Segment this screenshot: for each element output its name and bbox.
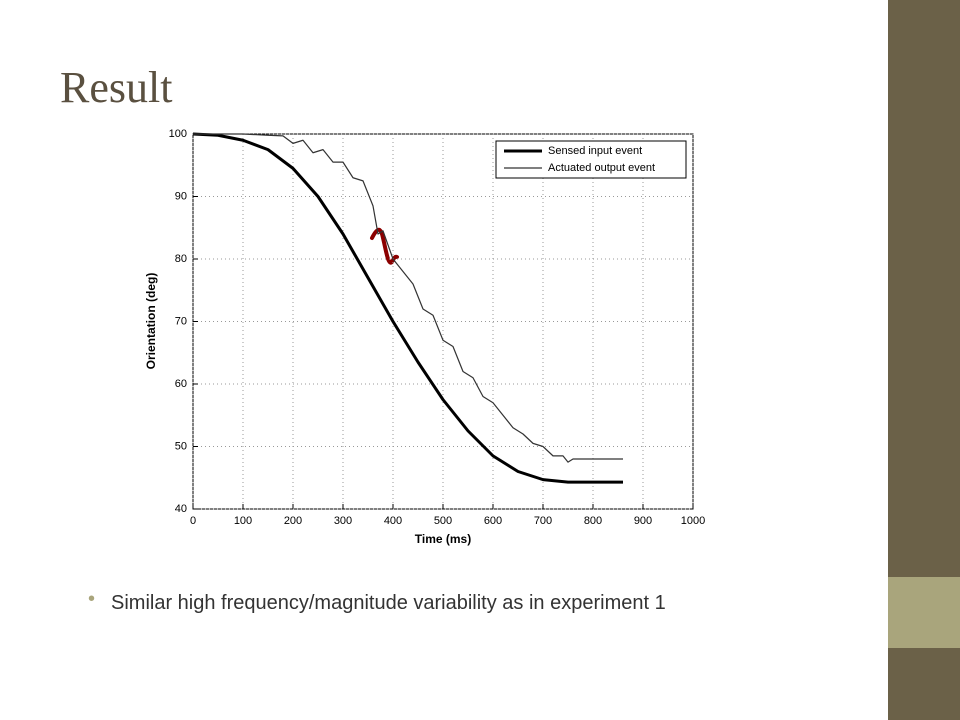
- y-axis-label: Orientation (deg): [144, 273, 158, 370]
- bullet-text: Similar high frequency/magnitude variabi…: [111, 592, 666, 614]
- series-line: [192, 132, 623, 484]
- y-tick-label: 50: [175, 440, 187, 452]
- x-tick-label: 500: [434, 515, 452, 527]
- y-tick-label: 100: [169, 128, 187, 140]
- y-tick-label: 40: [175, 503, 187, 515]
- x-tick-label: 0: [190, 515, 196, 527]
- legend-label: Sensed input event: [548, 145, 642, 157]
- x-tick-label: 300: [334, 515, 352, 527]
- x-axis-label: Time (ms): [415, 532, 471, 546]
- y-tick-label: 60: [175, 378, 187, 390]
- x-tick-label: 700: [534, 515, 552, 527]
- slide-title: Result: [60, 63, 172, 112]
- y-tick-label: 80: [175, 253, 187, 265]
- x-tick-label: 200: [284, 515, 302, 527]
- x-tick-label: 800: [584, 515, 602, 527]
- x-tick-label: 100: [234, 515, 252, 527]
- x-tick-label: 900: [634, 515, 652, 527]
- x-tick-label: 1000: [681, 515, 705, 527]
- x-tick-label: 600: [484, 515, 502, 527]
- legend-label: Actuated output event: [548, 162, 655, 174]
- legend-box: [495, 140, 687, 179]
- x-tick-label: 400: [384, 515, 402, 527]
- y-tick-label: 70: [175, 315, 187, 327]
- highlight: [370, 227, 399, 265]
- bullet-marker: •: [88, 588, 96, 610]
- y-tick-label: 90: [175, 190, 187, 202]
- series-line: [193, 133, 623, 463]
- sidebar-accent: [888, 577, 960, 648]
